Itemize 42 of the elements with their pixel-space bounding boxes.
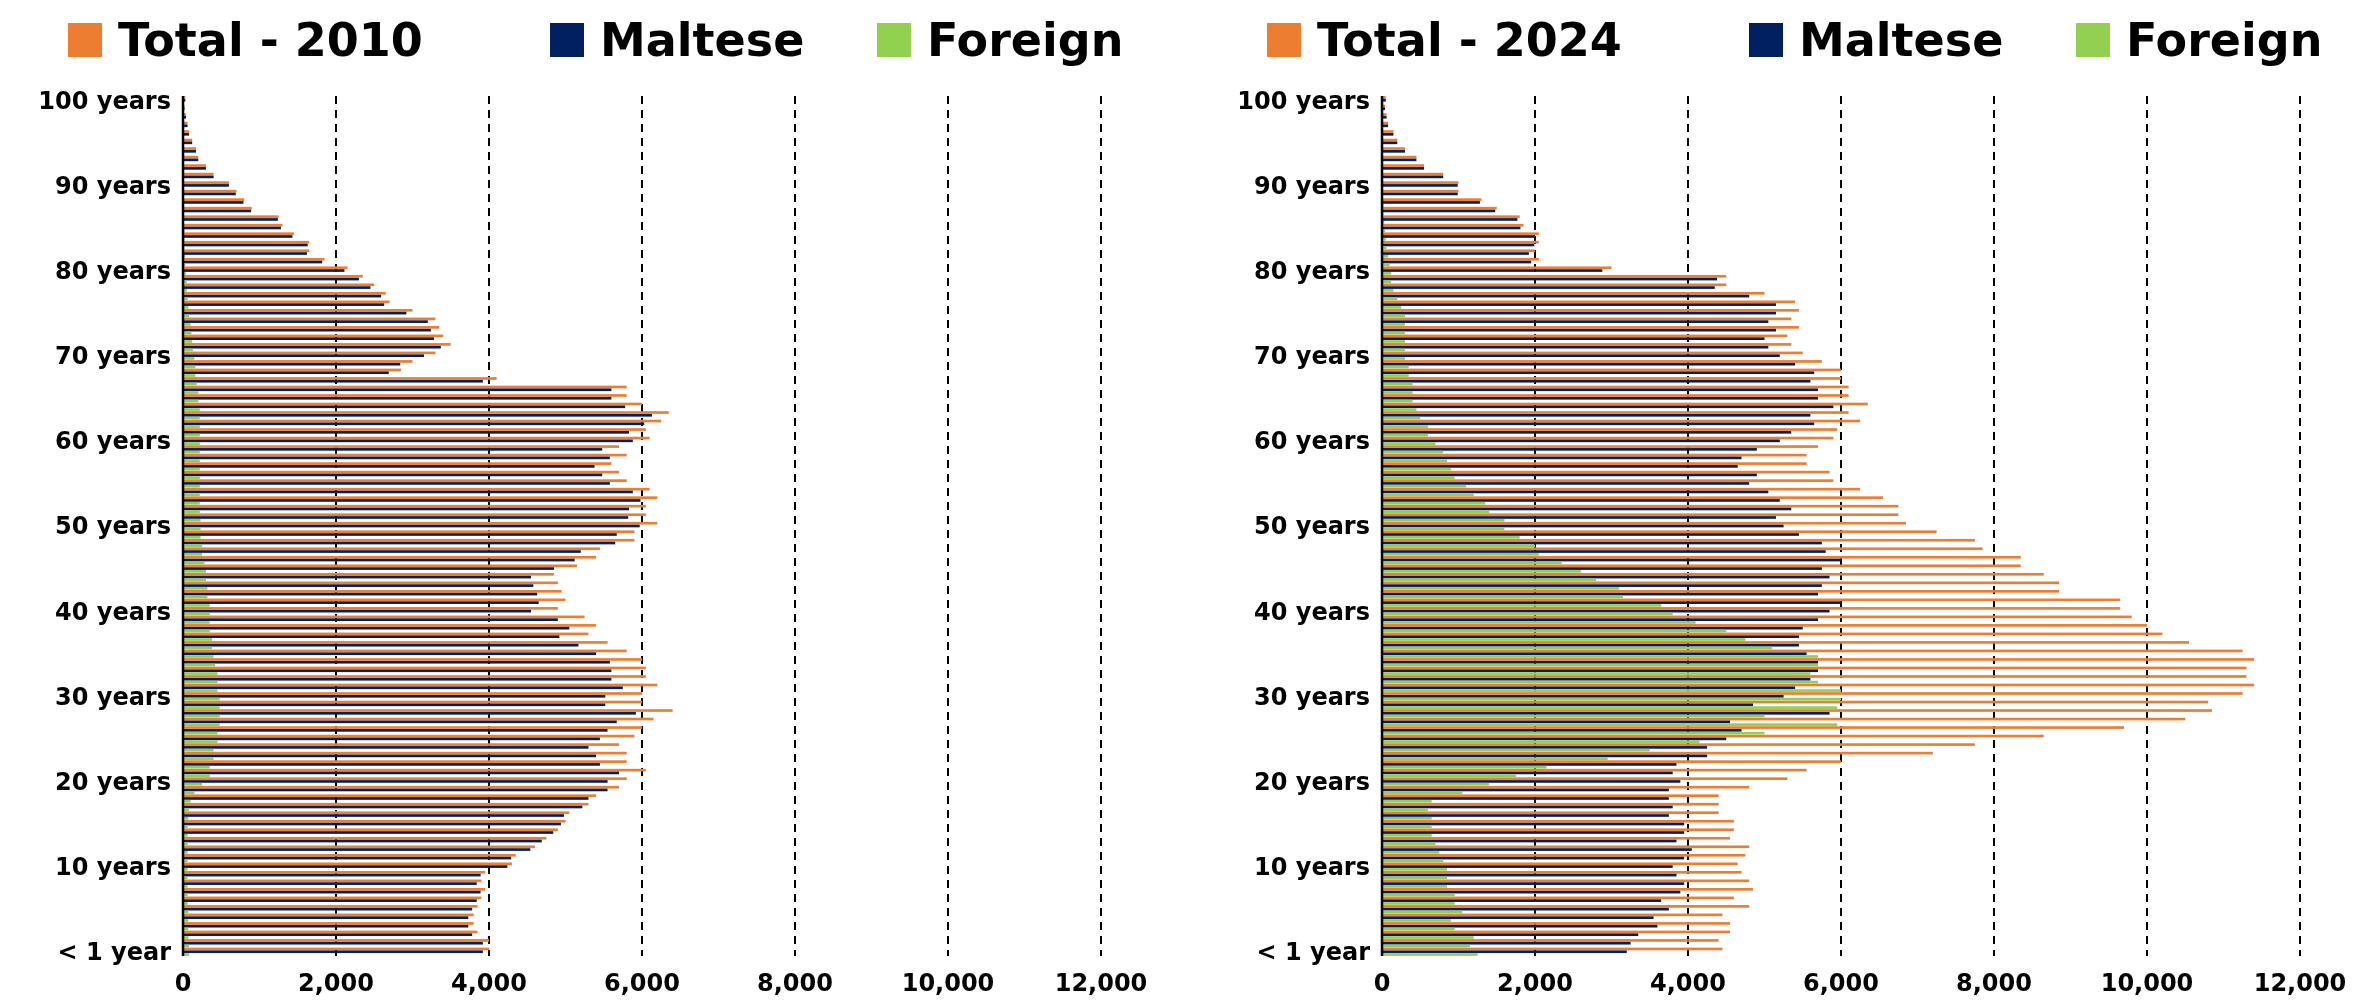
x-tick-label: 8,000: [757, 969, 833, 997]
y-tick-label: 20 years: [1254, 767, 1370, 796]
legend-label: Total - 2010: [118, 13, 423, 68]
x-tick-label: 0: [174, 969, 192, 997]
x-tick-label: 4,000: [451, 969, 527, 997]
y-tick-label: 30 years: [55, 682, 171, 711]
y-tick-label: 60 years: [55, 427, 171, 456]
y-tick-label: 20 years: [55, 767, 171, 796]
x-tick-label: 2,000: [298, 969, 374, 997]
x-tick-label: 6,000: [604, 969, 680, 997]
y-tick-label: 50 years: [55, 512, 171, 541]
legend-label: Foreign: [2126, 13, 2323, 68]
y-tick-label: 60 years: [1254, 427, 1370, 456]
y-tick-label: 70 years: [1254, 342, 1370, 371]
y-tick-label: < 1 year: [1256, 938, 1371, 967]
y-tick-label: 40 years: [1254, 597, 1370, 626]
legend-label: Maltese: [1799, 13, 2004, 68]
y-tick-label: 80 years: [1254, 256, 1370, 285]
x-tick-label: 6,000: [1803, 969, 1879, 997]
y-tick-label: 80 years: [55, 256, 171, 285]
y-tick-label: 40 years: [55, 597, 171, 626]
y-tick-label: 30 years: [1254, 682, 1370, 711]
y-tick-label: 70 years: [55, 342, 171, 371]
legend-label: Foreign: [927, 13, 1124, 68]
y-tick-label: 100 years: [1237, 86, 1370, 115]
x-tick-label: 8,000: [1956, 969, 2032, 997]
x-tick-label: 12,000: [1054, 969, 1148, 997]
y-tick-label: 10 years: [55, 852, 171, 881]
legend-label: Maltese: [600, 13, 805, 68]
x-tick-label: 0: [1373, 969, 1391, 997]
y-tick-label: < 1 year: [57, 938, 172, 967]
legend-label: Total - 2024: [1317, 13, 1622, 68]
x-tick-label: 10,000: [2100, 969, 2194, 997]
x-tick-label: 4,000: [1650, 969, 1726, 997]
x-tick-label: 2,000: [1497, 969, 1573, 997]
y-tick-label: 10 years: [1254, 852, 1370, 881]
x-tick-label: 10,000: [901, 969, 995, 997]
x-tick-label: 12,000: [2253, 969, 2347, 997]
y-tick-label: 50 years: [1254, 512, 1370, 541]
y-tick-label: 100 years: [38, 86, 171, 115]
y-tick-label: 90 years: [1254, 171, 1370, 200]
y-tick-label: 90 years: [55, 171, 171, 200]
